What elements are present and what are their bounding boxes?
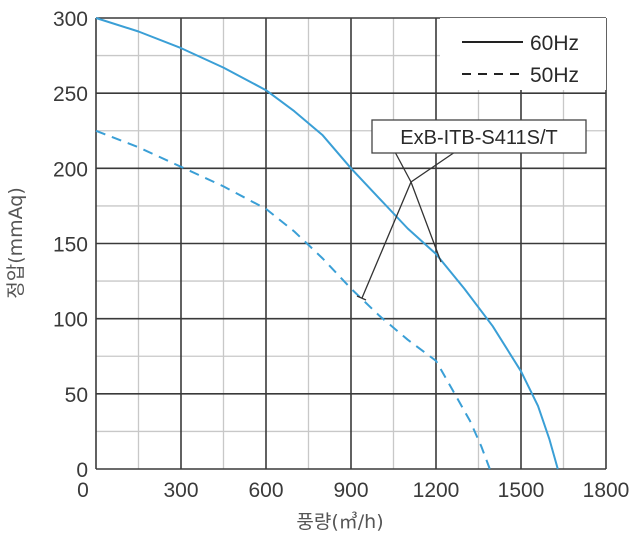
x-tick-label: 600 [248, 479, 283, 502]
curves [95, 17, 559, 470]
y-tick-label: 150 [53, 234, 88, 257]
major-grid [95, 17, 607, 470]
y-tick-label: 0 [76, 459, 88, 482]
tick-labels: 0 50 100 150 200 250 300 300 600 900 1200 1500 1800 0 [53, 8, 629, 502]
leader-tick [356, 295, 367, 301]
model-label: ExB-ITB-S411S/T [400, 127, 557, 149]
curve-60hz [95, 17, 559, 470]
x-tick-label: 1800 [583, 479, 630, 502]
x-tick-label: 1500 [498, 479, 545, 502]
curve-50hz [95, 129, 491, 470]
legend-50hz-label: 50Hz [530, 64, 579, 87]
y-tick-label: 300 [53, 8, 88, 31]
model-label-box [371, 119, 587, 154]
model-annotation: ExB-ITB-S411S/T [356, 119, 587, 301]
legend-60hz-label: 60Hz [530, 32, 579, 55]
x-axis-label: 풍량(㎥/h) [296, 511, 383, 533]
x-tick-label: 1200 [413, 479, 460, 502]
y-tick-label: 250 [53, 83, 88, 106]
legend: 60Hz 50Hz [440, 18, 606, 90]
legend-background [440, 18, 606, 90]
x-tick-label: 900 [333, 479, 368, 502]
y-tick-label: 100 [53, 309, 88, 332]
x-tick-label: 300 [163, 479, 198, 502]
origin-tick-label: 0 [77, 479, 89, 502]
y-axis-label: 정압(mmAq) [5, 187, 27, 299]
y-tick-label: 200 [53, 158, 88, 181]
y-tick-label: 50 [65, 384, 88, 407]
leader-line-60hz [410, 151, 456, 263]
